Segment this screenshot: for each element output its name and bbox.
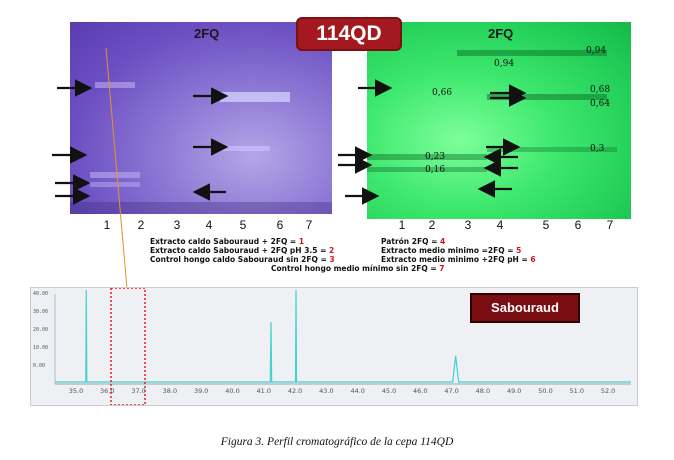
x-tick-label: 47.0 [444,387,459,395]
legend-item: Extracto medio minimo +2FQ pH = 6 [381,255,536,264]
x-tick-label: 49.0 [506,387,522,395]
lane-number: 7 [606,218,614,232]
x-tick-label: 39.0 [193,387,209,395]
lane-number: 6 [574,218,582,232]
legend-item: Patrón 2FQ = 4 [381,237,446,246]
lane-number: 2 [137,218,145,232]
legend-item: Control hongo caldo Sabouraud sin 2FQ = … [150,255,335,264]
plate-right-label: 2FQ [488,26,514,41]
x-tick-label: 35.0 [68,387,84,395]
figure-caption: Figura 3. Perfil cromatográfico de la ce… [220,436,454,448]
lane-number: 4 [205,218,213,232]
lane-number: 3 [464,218,472,232]
plate-left-label: 2FQ [194,26,220,41]
x-tick-label: 41.0 [256,387,272,395]
x-tick-label: 52.0 [600,387,616,395]
chromatogram-trace [55,289,631,383]
x-tick-label: 37.0 [131,387,146,395]
lane-number: 4 [496,218,504,232]
plate-right-bands [367,50,617,172]
lane-number: 3 [173,218,181,232]
tlc-plate-uv-left [70,22,332,214]
x-tick-label: 46.0 [413,387,428,395]
x-tick-label: 51.0 [569,387,585,395]
rf-value: 0,16 [425,165,446,175]
rf-value: 0,66 [432,88,453,98]
x-tick-label: 44.0 [350,387,365,395]
x-tick-label: 38.0 [162,387,178,395]
x-tick-label: 45.0 [381,387,397,395]
sabouraud-label: Sabouraud [470,293,580,323]
y-tick-label: 0.00 [33,363,46,369]
rf-value: 0,3 [590,144,605,154]
lane-number: 1 [398,218,406,232]
x-tick-label: 50.0 [538,387,553,395]
plate-left-bands [70,82,332,214]
lane-number: 5 [239,218,247,232]
x-tick-label: 43.0 [319,387,334,395]
y-tick-label: 30.00 [33,309,49,315]
lane-number: 6 [276,218,284,232]
y-tick-label: 40.00 [33,291,49,297]
legend-item: Extracto caldo Sabouraud + 2FQ = 1 [150,237,305,246]
legend-item: Extracto medio minimo =2FQ = 5 [381,246,522,255]
rf-value: 0,94 [586,46,607,56]
lane-number: 2 [428,218,436,232]
lane-number: 7 [305,218,313,232]
pointer-line [105,47,131,324]
lane-number: 5 [542,218,550,232]
lane-number: 1 [103,218,111,232]
sample-id-badge: 114QD [296,17,402,51]
rf-value: 0,94 [494,59,515,69]
x-tick-label: 36.0 [100,387,115,395]
rf-value: 0,64 [590,99,611,109]
rf-value: 0,68 [590,85,611,95]
y-tick-label: 10.00 [33,345,49,351]
x-tick-label: 42.0 [287,387,303,395]
x-tick-label: 40.0 [225,387,240,395]
rf-value: 0,23 [425,152,446,162]
y-tick-label: 20.00 [33,327,49,333]
legend-item: Extracto caldo Sabouraud + 2FQ pH 3.5 = … [150,246,335,255]
tlc-plate-green-right [367,22,631,219]
legend-item: Control hongo medio mínimo sin 2FQ = 7 [271,264,445,273]
x-tick-label: 48.0 [475,387,491,395]
